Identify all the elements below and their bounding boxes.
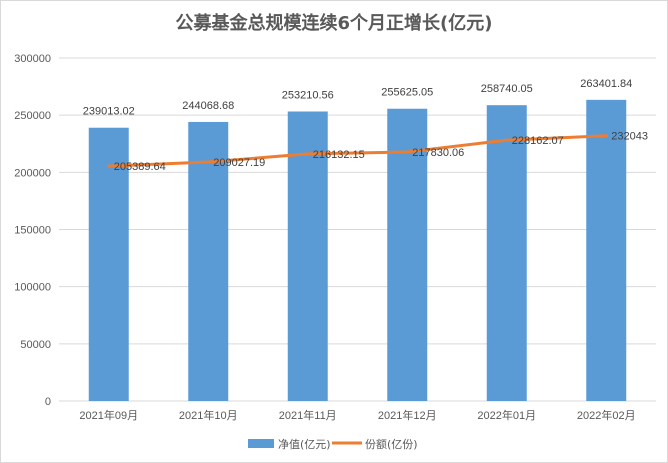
y-tick-label: 250000 (14, 110, 51, 122)
x-axis-ticks: 2021年09月 2021年10月 2021年11月 2021年12月 2022年01月… (79, 408, 635, 422)
bar (486, 105, 527, 401)
legend-label-line: 份额(亿份) (365, 438, 418, 451)
line-point (206, 160, 210, 164)
bar (586, 99, 627, 401)
series-line (107, 134, 608, 168)
line-value-label: 232043 (611, 131, 648, 143)
y-tick-label: 50000 (20, 339, 51, 351)
line-series (107, 134, 608, 168)
x-tick-label: 2021年10月 (179, 408, 238, 422)
x-tick-label: 2022年02月 (577, 408, 636, 422)
bar-value-label: 258740.05 (481, 83, 533, 95)
legend-label-bar: 净值(亿元) (278, 437, 331, 451)
y-tick-label: 150000 (14, 225, 51, 237)
line-point (505, 138, 509, 142)
x-tick-label: 2021年11月 (279, 408, 337, 422)
legend: 净值(亿元) 份额(亿份) (248, 437, 418, 451)
line-value-label: 217830.06 (412, 147, 464, 159)
bar (88, 127, 129, 401)
bar-value-label: 244068.68 (182, 100, 234, 112)
bar-value-label: 263401.84 (580, 78, 632, 90)
bar-value-label: 239013.02 (83, 106, 135, 118)
y-tick-label: 100000 (14, 282, 51, 294)
line-value-label: 216132.15 (313, 149, 365, 161)
line-point (107, 164, 111, 168)
bar (188, 121, 229, 401)
gridlines (59, 57, 656, 402)
chart-title: 公募基金总规模连续6个月正增长(亿元) (175, 13, 493, 34)
x-tick-label: 2022年01月 (477, 408, 536, 422)
x-tick-label: 2021年09月 (79, 408, 138, 422)
data-labels: 239013.02 244068.68 253210.56 255625.05 2587… (83, 78, 648, 173)
line-point (306, 152, 310, 156)
line-value-label: 209027.19 (213, 157, 265, 169)
line-value-label: 205389.64 (114, 161, 166, 173)
line-point (604, 134, 608, 138)
y-tick-label: 200000 (14, 167, 51, 179)
bar-series (88, 99, 627, 402)
bar (287, 111, 328, 402)
line-point (405, 150, 409, 154)
bar (387, 108, 428, 402)
bar-value-label: 255625.05 (381, 87, 433, 99)
legend-swatch-bar (248, 439, 274, 448)
y-tick-label: 300000 (14, 53, 51, 65)
y-axis-ticks: 0 50000 100000 150000 200000 250000 300000 (14, 53, 51, 408)
line-value-label: 228162.07 (512, 135, 564, 147)
bar-value-label: 253210.56 (282, 89, 334, 101)
x-tick-label: 2021年12月 (378, 408, 437, 422)
y-tick-label: 0 (45, 396, 51, 408)
